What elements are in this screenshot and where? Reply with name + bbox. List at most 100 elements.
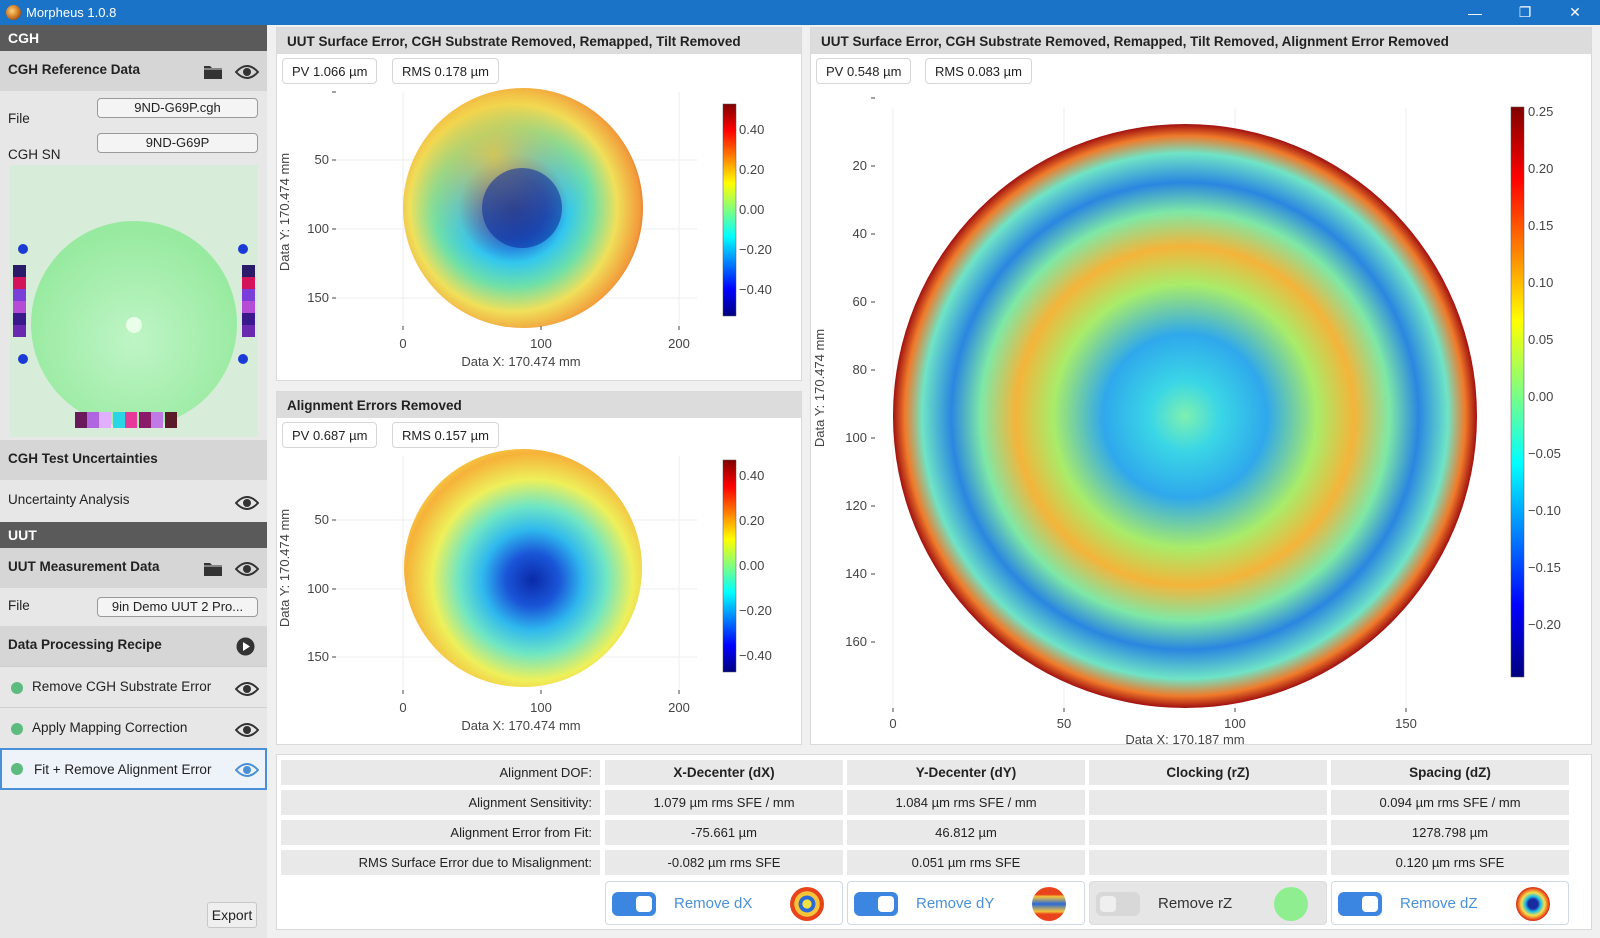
dz-mode-thumbnail: [1516, 887, 1550, 921]
rms-rz: [1089, 850, 1327, 875]
restore-button[interactable]: ❐: [1518, 4, 1532, 20]
x-tick-200: 200: [668, 336, 690, 351]
surface-map-bottom-left[interactable]: 50 100 150 0 100 200 Data X: 170.474 mm …: [277, 392, 803, 746]
plot-panel-alignment-removed: Alignment Errors Removed PV 0.687 µm RMS…: [276, 391, 802, 745]
toggle-switch[interactable]: [854, 892, 898, 916]
toggle-label: Remove dY: [916, 895, 995, 912]
recipe-step-apply-mapping[interactable]: Apply Mapping Correction: [0, 707, 267, 748]
recipe-step-remove-cgh-substrate[interactable]: Remove CGH Substrate Error: [0, 666, 267, 707]
x-tick-200: 200: [668, 700, 690, 715]
cgh-file-field[interactable]: 9ND-G69P.cgh: [97, 98, 258, 118]
cbar-tick: 0.05: [1528, 332, 1553, 347]
y-tick-150: 150: [307, 290, 329, 305]
y-tick: 60: [853, 294, 867, 309]
uncertainty-analysis-label: Uncertainty Analysis: [8, 492, 130, 507]
step-eye-icon[interactable]: [235, 722, 259, 738]
x-tick: 50: [1057, 716, 1071, 731]
cbar-tick: −0.15: [1528, 560, 1561, 575]
plot-panel-tilt-removed: UUT Surface Error, CGH Substrate Removed…: [276, 27, 802, 381]
y-tick: 100: [845, 430, 867, 445]
remove-dy-toggle[interactable]: Remove dY: [847, 881, 1085, 925]
y-axis-label: Data Y: 170.474 mm: [277, 509, 292, 627]
close-button[interactable]: ✕: [1569, 4, 1581, 20]
colorbar: [722, 103, 737, 317]
dy-mode-thumbnail: [1032, 887, 1066, 921]
dof-header-dz: Spacing (dZ): [1331, 760, 1569, 785]
row-label-error: Alignment Error from Fit:: [281, 820, 600, 845]
step-label: Apply Mapping Correction: [32, 720, 188, 735]
step-eye-icon-active[interactable]: [235, 762, 259, 778]
dof-header-dy: Y-Decenter (dY): [847, 760, 1085, 785]
sensitivity-dx: 1.079 µm rms SFE / mm: [605, 790, 843, 815]
error-rz: [1089, 820, 1327, 845]
uncertainty-eye-icon[interactable]: [235, 495, 259, 511]
cgh-reference-eye-icon[interactable]: [235, 64, 259, 80]
open-folder-icon[interactable]: [203, 560, 223, 577]
run-recipe-play-icon[interactable]: [236, 637, 255, 656]
cbar-tick: −0.40: [739, 282, 772, 297]
cbar-tick: 0.40: [739, 468, 764, 483]
toggle-switch[interactable]: [612, 892, 656, 916]
uut-measurement-header: UUT Measurement Data: [0, 548, 267, 588]
x-tick: 0: [889, 716, 896, 731]
y-tick-150: 150: [307, 649, 329, 664]
plot-title: UUT Surface Error, CGH Substrate Removed…: [811, 28, 1591, 54]
y-tick: 20: [853, 158, 867, 173]
sensitivity-rz: [1089, 790, 1327, 815]
rms-readout: RMS 0.178 µm: [392, 58, 499, 84]
uut-measurement-eye-icon[interactable]: [235, 561, 259, 577]
toggle-label: Remove rZ: [1158, 895, 1233, 912]
cbar-tick: 0.20: [739, 162, 764, 177]
remove-dz-toggle[interactable]: Remove dZ: [1331, 881, 1569, 925]
row-label-rms: RMS Surface Error due to Misalignment:: [281, 850, 600, 875]
step-eye-icon[interactable]: [235, 681, 259, 697]
x-tick: 150: [1395, 716, 1417, 731]
minimize-button[interactable]: —: [1468, 4, 1482, 21]
cbar-tick: 0.40: [739, 122, 764, 137]
x-tick: 100: [1224, 716, 1246, 731]
colorbar: [722, 459, 737, 673]
cgh-sn-row: CGH SN: [0, 137, 267, 173]
pv-readout: PV 0.687 µm: [282, 422, 378, 448]
remove-rz-toggle[interactable]: Remove rZ: [1089, 881, 1327, 925]
cbar-tick: −0.20: [1528, 617, 1561, 632]
x-tick-100: 100: [530, 700, 552, 715]
cgh-reference-header: CGH Reference Data: [0, 51, 267, 91]
uut-measurement-title: UUT Measurement Data: [8, 559, 160, 574]
step-label: Remove CGH Substrate Error: [32, 679, 212, 694]
uncertainty-analysis-row[interactable]: Uncertainty Analysis: [0, 480, 267, 520]
x-axis-label: Data X: 170.187 mm: [1125, 732, 1244, 746]
y-tick: 80: [853, 362, 867, 377]
export-button[interactable]: Export: [207, 902, 257, 928]
surface-map-low-spot: [482, 168, 562, 248]
window-title: Morpheus 1.0.8: [26, 5, 117, 20]
open-folder-icon[interactable]: [203, 63, 223, 80]
x-tick-100: 100: [530, 336, 552, 351]
sidebar: CGH CGH Reference Data File 9ND-G69P.cgh…: [0, 25, 267, 938]
y-tick-100: 100: [307, 581, 329, 596]
rms-dz: 0.120 µm rms SFE: [1331, 850, 1569, 875]
cgh-uncertainties-header: CGH Test Uncertainties: [0, 440, 267, 480]
surface-map-top-left[interactable]: 50 100 150 0 100 200 Data X: 170.474 mm …: [277, 28, 803, 382]
rz-mode-thumbnail: [1274, 887, 1308, 921]
uut-file-field[interactable]: 9in Demo UUT 2 Pro...: [97, 597, 258, 617]
step-status-dot: [11, 723, 23, 735]
pv-readout: PV 0.548 µm: [816, 58, 912, 84]
remove-dx-toggle[interactable]: Remove dX: [605, 881, 843, 925]
cbar-tick: 0.20: [1528, 161, 1553, 176]
row-label-sensitivity: Alignment Sensitivity:: [281, 790, 600, 815]
cgh-sn-field[interactable]: 9ND-G69P: [97, 133, 258, 153]
toggle-switch[interactable]: [1096, 892, 1140, 916]
toggle-switch[interactable]: [1338, 892, 1382, 916]
y-tick: 120: [845, 498, 867, 513]
x-axis-label: Data X: 170.474 mm: [461, 718, 580, 733]
dof-header-rz: Clocking (rZ): [1089, 760, 1327, 785]
recipe-step-fit-remove-alignment[interactable]: Fit + Remove Alignment Error: [0, 748, 267, 790]
error-dx: -75.661 µm: [605, 820, 843, 845]
recipe-title: Data Processing Recipe: [8, 637, 162, 652]
sensitivity-dy: 1.084 µm rms SFE / mm: [847, 790, 1085, 815]
cgh-uncertainties-title: CGH Test Uncertainties: [8, 451, 158, 466]
y-tick: 160: [845, 634, 867, 649]
plot-title: UUT Surface Error, CGH Substrate Removed…: [277, 28, 801, 54]
surface-map-right[interactable]: 20 40 60 80 100 120 140 160 0 50 100 150…: [811, 28, 1593, 746]
